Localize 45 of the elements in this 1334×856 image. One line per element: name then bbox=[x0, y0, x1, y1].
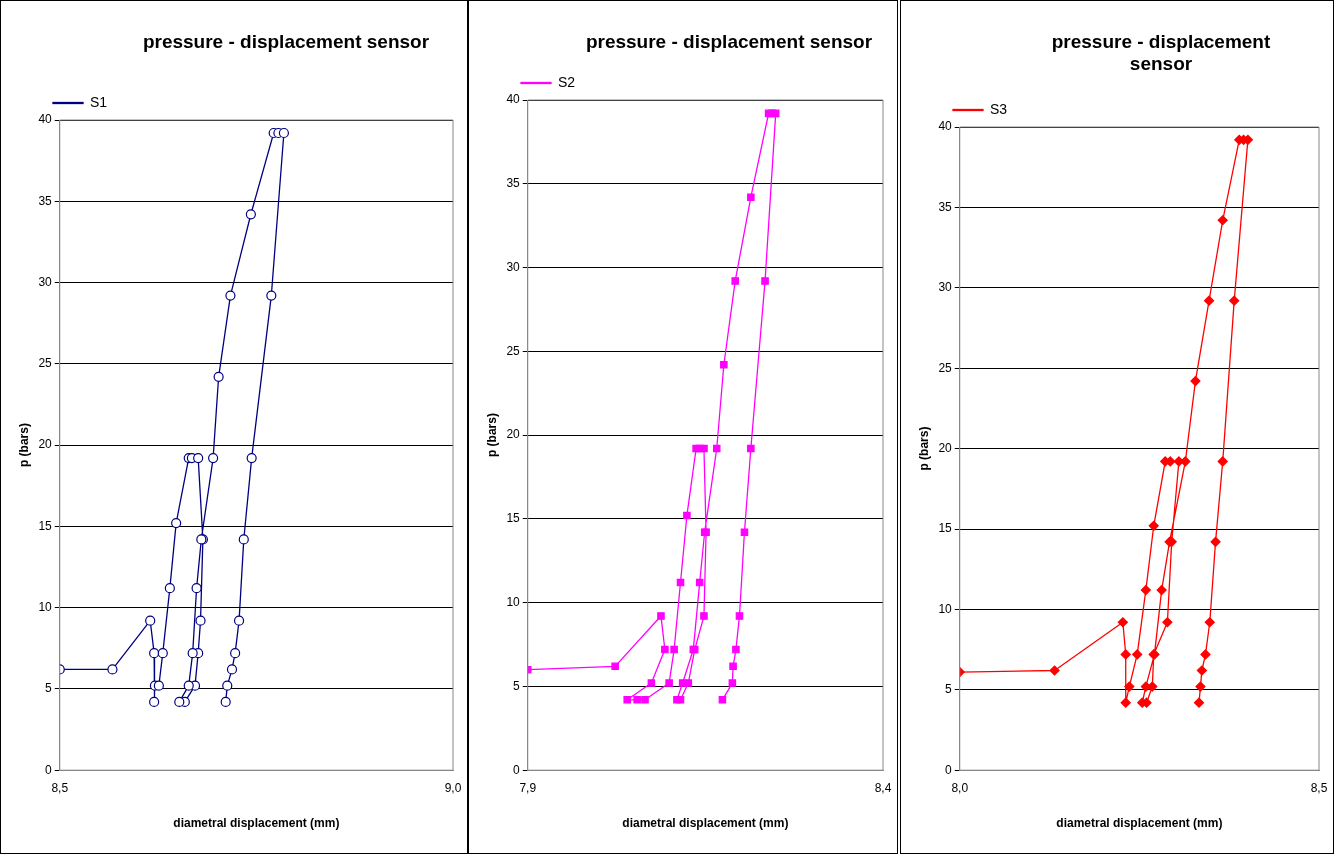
y-tick-label: 20 bbox=[938, 440, 953, 455]
x-axis-title: diametral displacement (mm) bbox=[622, 816, 789, 831]
y-tick-label: 0 bbox=[945, 762, 953, 777]
x-tick-label: 8,4 bbox=[874, 780, 892, 795]
y-tick-label: 40 bbox=[38, 112, 53, 127]
y-tick-label: 35 bbox=[38, 193, 53, 208]
x-axis-title: diametral displacement (mm) bbox=[1056, 816, 1223, 831]
y-tick-label: 0 bbox=[45, 762, 53, 777]
y-tick-label: 10 bbox=[506, 594, 521, 609]
x-tick-label: 7,9 bbox=[519, 780, 537, 795]
y-tick-label: 25 bbox=[506, 343, 521, 358]
y-tick-label: 0 bbox=[513, 762, 521, 777]
legend-label: S1 bbox=[90, 93, 108, 110]
chart-title: pressure - displacement sensor bbox=[141, 31, 431, 53]
chart-title: pressure - displacement sensor bbox=[1050, 31, 1272, 75]
y-tick-label: 5 bbox=[45, 681, 53, 696]
y-tick-label: 20 bbox=[38, 437, 53, 452]
legend-label: S2 bbox=[558, 73, 576, 90]
y-tick-label: 20 bbox=[506, 427, 521, 442]
y-tick-label: 5 bbox=[513, 678, 521, 693]
y-tick-label: 15 bbox=[506, 511, 521, 526]
y-axis-title: p (bars) bbox=[916, 426, 931, 471]
y-tick-label: 25 bbox=[938, 360, 953, 375]
chart-title: pressure - displacement sensor bbox=[584, 31, 874, 53]
y-tick-label: 30 bbox=[938, 280, 953, 295]
y-tick-label: 35 bbox=[506, 176, 521, 191]
y-axis-title: p (bars) bbox=[16, 423, 31, 468]
y-tick-label: 5 bbox=[945, 682, 953, 697]
x-tick-label: 9,0 bbox=[444, 780, 462, 795]
y-tick-label: 40 bbox=[506, 92, 521, 107]
legend-label: S3 bbox=[990, 100, 1008, 117]
y-tick-label: 25 bbox=[38, 356, 53, 371]
y-tick-label: 40 bbox=[938, 119, 953, 134]
y-axis-title: p (bars) bbox=[484, 413, 499, 458]
x-tick-label: 8,0 bbox=[951, 780, 969, 795]
y-tick-label: 10 bbox=[38, 599, 53, 614]
y-tick-label: 30 bbox=[38, 274, 53, 289]
x-tick-label: 8,5 bbox=[1310, 780, 1328, 795]
y-tick-label: 10 bbox=[938, 601, 953, 616]
x-tick-label: 8,5 bbox=[51, 780, 69, 795]
y-tick-label: 35 bbox=[938, 199, 953, 214]
x-axis-title: diametral displacement (mm) bbox=[173, 816, 340, 831]
y-tick-label: 15 bbox=[938, 521, 953, 536]
y-tick-label: 15 bbox=[38, 518, 53, 533]
y-tick-label: 30 bbox=[506, 259, 521, 274]
